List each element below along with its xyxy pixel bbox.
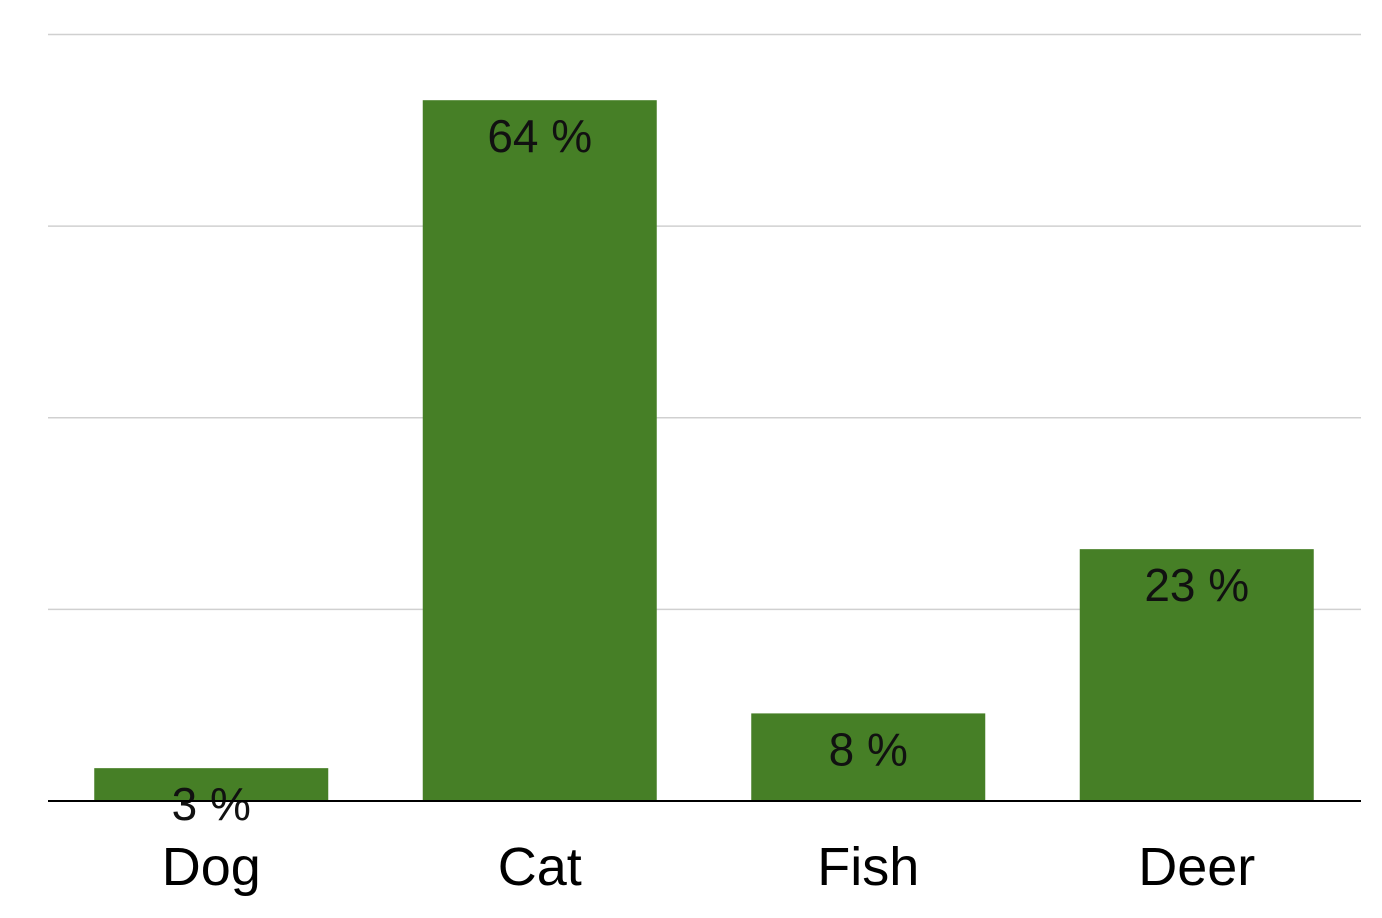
data-label-dog: 3 % — [172, 778, 251, 830]
bar-cat — [422, 100, 657, 801]
data-labels: 3 % 64 % 8 % 23 % — [172, 110, 1250, 830]
bar-fish — [751, 713, 986, 801]
data-label-deer: 23 % — [1144, 559, 1249, 611]
data-label-fish: 8 % — [829, 723, 908, 775]
category-labels: Dog Cat Fish Deer — [162, 837, 1256, 897]
gridlines — [48, 33, 1361, 611]
category-label-deer: Deer — [1138, 837, 1255, 897]
bar-deer — [1079, 549, 1314, 801]
bars — [94, 100, 1314, 801]
category-label-fish: Fish — [817, 837, 919, 897]
bar-dog — [94, 768, 329, 801]
category-label-cat: Cat — [498, 837, 582, 897]
data-label-cat: 64 % — [487, 110, 592, 162]
category-label-dog: Dog — [162, 837, 261, 897]
